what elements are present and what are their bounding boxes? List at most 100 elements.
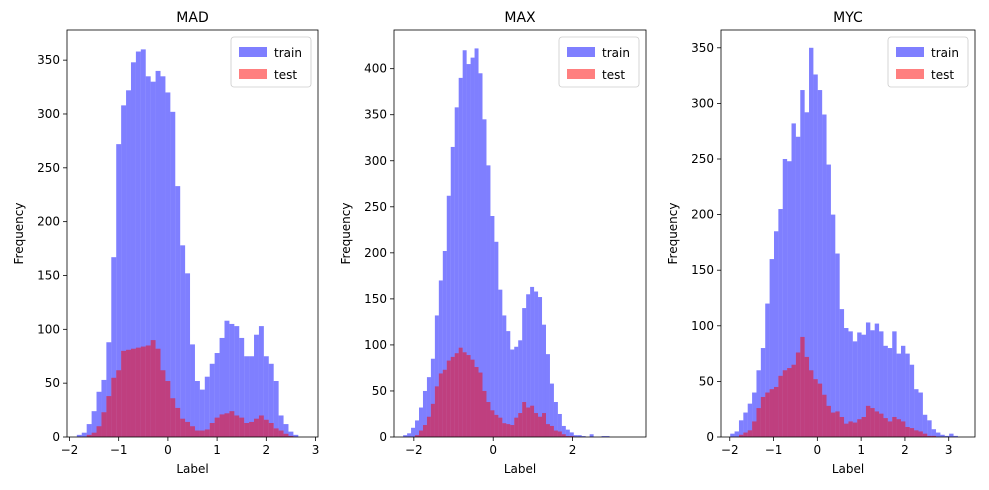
- bar-test: [439, 373, 443, 437]
- bar-test: [827, 406, 831, 437]
- bar-train: [415, 420, 419, 437]
- bar-test: [554, 431, 558, 437]
- bar-test: [818, 384, 822, 437]
- bar-test: [914, 430, 918, 437]
- x-tick-label: −1: [765, 443, 783, 457]
- bar-train: [407, 433, 411, 437]
- bar-train: [483, 119, 487, 437]
- bar-test: [892, 417, 896, 437]
- bar-test: [770, 389, 774, 437]
- legend-swatch-train: [239, 47, 267, 57]
- x-tick-label: 0: [164, 443, 172, 457]
- bar-test: [435, 386, 439, 437]
- x-tick-label: 2: [263, 443, 271, 457]
- bar-test: [165, 381, 170, 437]
- bar-train: [932, 429, 936, 437]
- bar-train: [502, 315, 506, 437]
- bar-test: [518, 413, 522, 437]
- bar-test: [506, 424, 510, 437]
- bar-test: [180, 419, 185, 437]
- y-axis-label: Frequency: [339, 203, 353, 265]
- y-tick-label: 0: [52, 430, 60, 444]
- bar-test: [783, 370, 787, 437]
- bar-test: [905, 427, 909, 437]
- bar-test: [467, 355, 471, 437]
- bar-test: [752, 421, 756, 437]
- y-tick-label: 300: [364, 154, 387, 168]
- bar-test: [136, 348, 141, 437]
- legend: train test: [231, 37, 311, 87]
- bar-test: [857, 419, 861, 437]
- x-tick-label: −2: [61, 443, 79, 457]
- bar-test: [254, 419, 259, 437]
- bar-test: [792, 365, 796, 437]
- legend-label-test: test: [274, 68, 297, 82]
- bar-test: [224, 413, 229, 437]
- bar-test: [813, 379, 817, 437]
- bar-test: [156, 349, 161, 437]
- bar-train: [498, 290, 502, 437]
- bar-test: [146, 345, 151, 437]
- bar-train: [927, 420, 931, 437]
- bar-test: [848, 421, 852, 437]
- legend: train test: [888, 37, 968, 87]
- y-tick-label: 0: [706, 430, 714, 444]
- bar-train: [486, 165, 490, 437]
- x-tick-label: −2: [721, 443, 739, 457]
- bar-test: [463, 352, 467, 437]
- y-tick-label: 150: [37, 268, 60, 282]
- bar-test: [486, 402, 490, 437]
- legend-swatch-train: [567, 47, 595, 57]
- bar-train: [822, 115, 826, 437]
- bar-train: [730, 434, 734, 437]
- x-axis-label: Label: [504, 462, 536, 476]
- bar-test: [259, 415, 264, 437]
- bar-test: [423, 425, 427, 437]
- bar-test: [870, 408, 874, 437]
- bar-train: [538, 297, 542, 437]
- y-tick-label: 350: [364, 108, 387, 122]
- bar-test: [774, 387, 778, 437]
- x-axis-label: Label: [832, 462, 864, 476]
- bar-train: [205, 377, 210, 437]
- bar-test: [269, 423, 274, 437]
- bar-test: [761, 397, 765, 437]
- bar-test: [141, 347, 146, 437]
- bar-test: [787, 368, 791, 437]
- bar-test: [126, 350, 131, 437]
- bar-train: [170, 112, 175, 437]
- bar-test: [111, 378, 116, 437]
- bar-train: [739, 420, 743, 437]
- legend-swatch-train: [896, 47, 924, 57]
- bar-test: [121, 351, 126, 437]
- bar-test: [185, 422, 190, 437]
- bar-test: [778, 376, 782, 437]
- bar-train: [506, 331, 510, 437]
- bar-train: [735, 431, 739, 437]
- bar-test: [116, 370, 121, 437]
- series-train: [77, 49, 298, 437]
- bar-test: [510, 425, 514, 437]
- bar-train: [844, 328, 848, 437]
- series-train: [730, 48, 958, 437]
- legend-box: [231, 37, 311, 87]
- legend-label-train: train: [931, 46, 959, 60]
- bar-test: [875, 411, 879, 437]
- bar-test: [546, 424, 550, 437]
- bar-test: [431, 404, 435, 437]
- bar-test: [844, 424, 848, 437]
- y-axis-label: Frequency: [666, 203, 680, 265]
- bar-test: [530, 406, 534, 437]
- bar-test: [471, 360, 475, 437]
- x-axis-label: Label: [176, 462, 208, 476]
- bar-test: [447, 361, 451, 437]
- bar-test: [550, 426, 554, 437]
- legend-label-train: train: [274, 46, 302, 60]
- bar-test: [862, 417, 866, 437]
- bar-train: [180, 245, 185, 437]
- bar-test: [809, 370, 813, 437]
- series-train: [403, 48, 609, 437]
- bar-test: [274, 428, 279, 437]
- y-tick-label: 0: [379, 430, 387, 444]
- chart-panel-mad: −2 −1 0 1 2 3050100150200250300350MADLabelFre…: [12, 10, 319, 476]
